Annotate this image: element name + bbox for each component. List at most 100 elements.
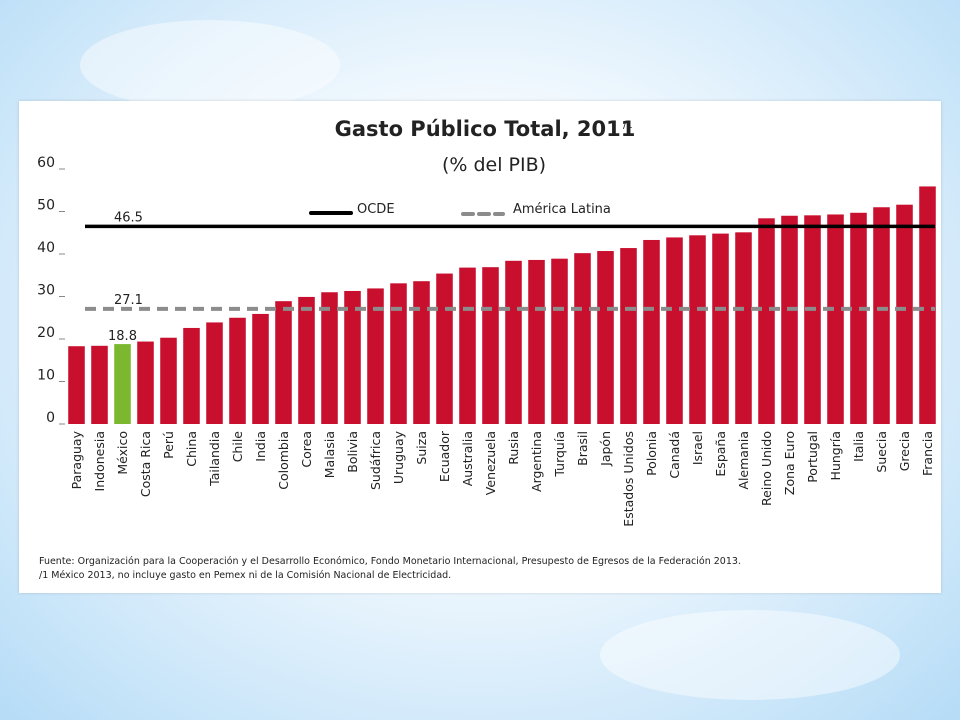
- y-tick-label: 40: [37, 240, 55, 256]
- bar-canadá: [666, 237, 683, 424]
- bars-group: 18.8: [68, 186, 936, 424]
- reference-lines: 46.5 27.1: [85, 210, 935, 311]
- y-tick-label: 20: [37, 325, 55, 341]
- category-label: Malasia: [322, 431, 337, 478]
- bar-brasil: [574, 253, 591, 424]
- category-label: Venezuela: [483, 431, 498, 495]
- ocde-value-label: 46.5: [114, 210, 143, 225]
- category-label: Polonia: [644, 431, 659, 476]
- legend: OCDE América Latina: [309, 202, 611, 217]
- category-label: España: [713, 431, 728, 477]
- america-latina-value-label: 27.1: [114, 293, 143, 308]
- bar-bolivia: [344, 290, 361, 424]
- bar-francia: [919, 186, 936, 424]
- bar-argentina: [528, 259, 545, 424]
- bar-estados-unidos: [620, 248, 637, 424]
- category-label: Ecuador: [437, 430, 452, 482]
- category-label: Francia: [920, 431, 935, 476]
- category-labels: Paraguay Indonesia México Costa Rica Perú Chi…: [69, 430, 935, 527]
- bar-españa: [712, 233, 729, 424]
- bar-corea: [298, 296, 315, 424]
- y-tick-label: 0: [46, 410, 55, 426]
- bar-turquía: [551, 258, 568, 424]
- bar-china: [183, 327, 200, 424]
- category-label: Israel: [690, 431, 705, 465]
- category-label: Bolivia: [345, 431, 360, 473]
- y-tick-label: 60: [37, 155, 55, 171]
- category-label: Perú: [161, 431, 176, 459]
- category-label: Brasil: [575, 431, 590, 466]
- category-label: Australia: [460, 431, 475, 486]
- category-label: Japón: [598, 431, 613, 467]
- category-label: Indonesia: [92, 431, 107, 491]
- category-label: Corea: [299, 431, 314, 468]
- category-label: Italia: [851, 431, 866, 462]
- background-decoration: [600, 610, 900, 700]
- y-tick-label: 30: [37, 283, 55, 299]
- category-label: Grecia: [897, 431, 912, 471]
- bar-chart: Gasto Público Total, 2011 /1 (% del PIB)…: [37, 117, 936, 581]
- bar-suecia: [873, 207, 890, 424]
- bar-japón: [597, 251, 614, 424]
- bar-suiza: [413, 281, 430, 424]
- bar-costa-rica: [137, 341, 154, 424]
- bar-alemania: [735, 232, 752, 424]
- background-decoration: [80, 20, 340, 110]
- category-label: Reino Unido: [759, 431, 774, 506]
- y-tick-label: 10: [37, 368, 55, 384]
- bar-indonesia: [91, 345, 108, 424]
- bar-malasia: [321, 292, 338, 424]
- source-note: Fuente: Organización para la Cooperación…: [39, 556, 741, 567]
- category-label: Suiza: [414, 431, 429, 465]
- category-label: Alemania: [736, 431, 751, 490]
- category-label: India: [253, 431, 268, 462]
- legend-label-ocde: OCDE: [357, 202, 395, 217]
- chart-title: Gasto Público Total, 2011: [335, 117, 636, 141]
- category-label: Estados Unidos: [621, 431, 636, 527]
- bar-israel: [689, 235, 706, 424]
- category-label: Hungría: [828, 431, 843, 480]
- bar-sudáfrica: [367, 288, 384, 424]
- bar-perú: [160, 337, 177, 424]
- bar-polonia: [643, 239, 660, 424]
- bar-australia: [459, 267, 476, 424]
- bar-italia: [850, 212, 867, 424]
- bar-portugal: [804, 215, 821, 424]
- category-label: China: [184, 431, 199, 467]
- highlight-value-label: 18.8: [108, 329, 137, 344]
- bar-grecia: [896, 204, 913, 424]
- category-label: Costa Rica: [138, 431, 153, 497]
- y-axis: 0 10 20 30 40 50 60: [37, 155, 65, 426]
- bar-zona-euro: [781, 215, 798, 424]
- title-footnote-marker: /1: [623, 120, 633, 131]
- bar-chile: [229, 317, 246, 424]
- bar-rusia: [505, 260, 522, 424]
- category-label: Argentina: [529, 431, 544, 492]
- category-label: Uruguay: [391, 430, 406, 484]
- category-label: Suecia: [874, 431, 889, 473]
- category-label: Canadá: [667, 431, 682, 479]
- category-label: Rusia: [506, 431, 521, 465]
- category-label: Tailandia: [207, 431, 222, 487]
- bar-ecuador: [436, 273, 453, 424]
- bar-tailandia: [206, 322, 223, 424]
- y-tick-label: 50: [37, 198, 55, 214]
- category-label: Sudáfrica: [368, 431, 383, 490]
- bar-méxico: [114, 344, 131, 424]
- bar-paraguay: [68, 346, 85, 424]
- bar-reino-unido: [758, 218, 775, 424]
- chart-panel: Gasto Público Total, 2011 /1 (% del PIB)…: [19, 101, 941, 593]
- category-label: Chile: [230, 431, 245, 463]
- bar-india: [252, 313, 269, 424]
- category-label: Turquía: [552, 431, 567, 478]
- footnote: /1 México 2013, no incluye gasto en Peme…: [39, 570, 451, 581]
- category-label: Paraguay: [69, 430, 84, 489]
- bar-venezuela: [482, 267, 499, 424]
- bar-hungría: [827, 214, 844, 424]
- category-label: México: [115, 431, 130, 475]
- chart-subtitle: (% del PIB): [442, 154, 546, 176]
- legend-label-america-latina: América Latina: [513, 202, 611, 217]
- category-label: Portugal: [805, 431, 820, 483]
- category-label: Colombia: [276, 431, 291, 490]
- bar-colombia: [275, 301, 292, 424]
